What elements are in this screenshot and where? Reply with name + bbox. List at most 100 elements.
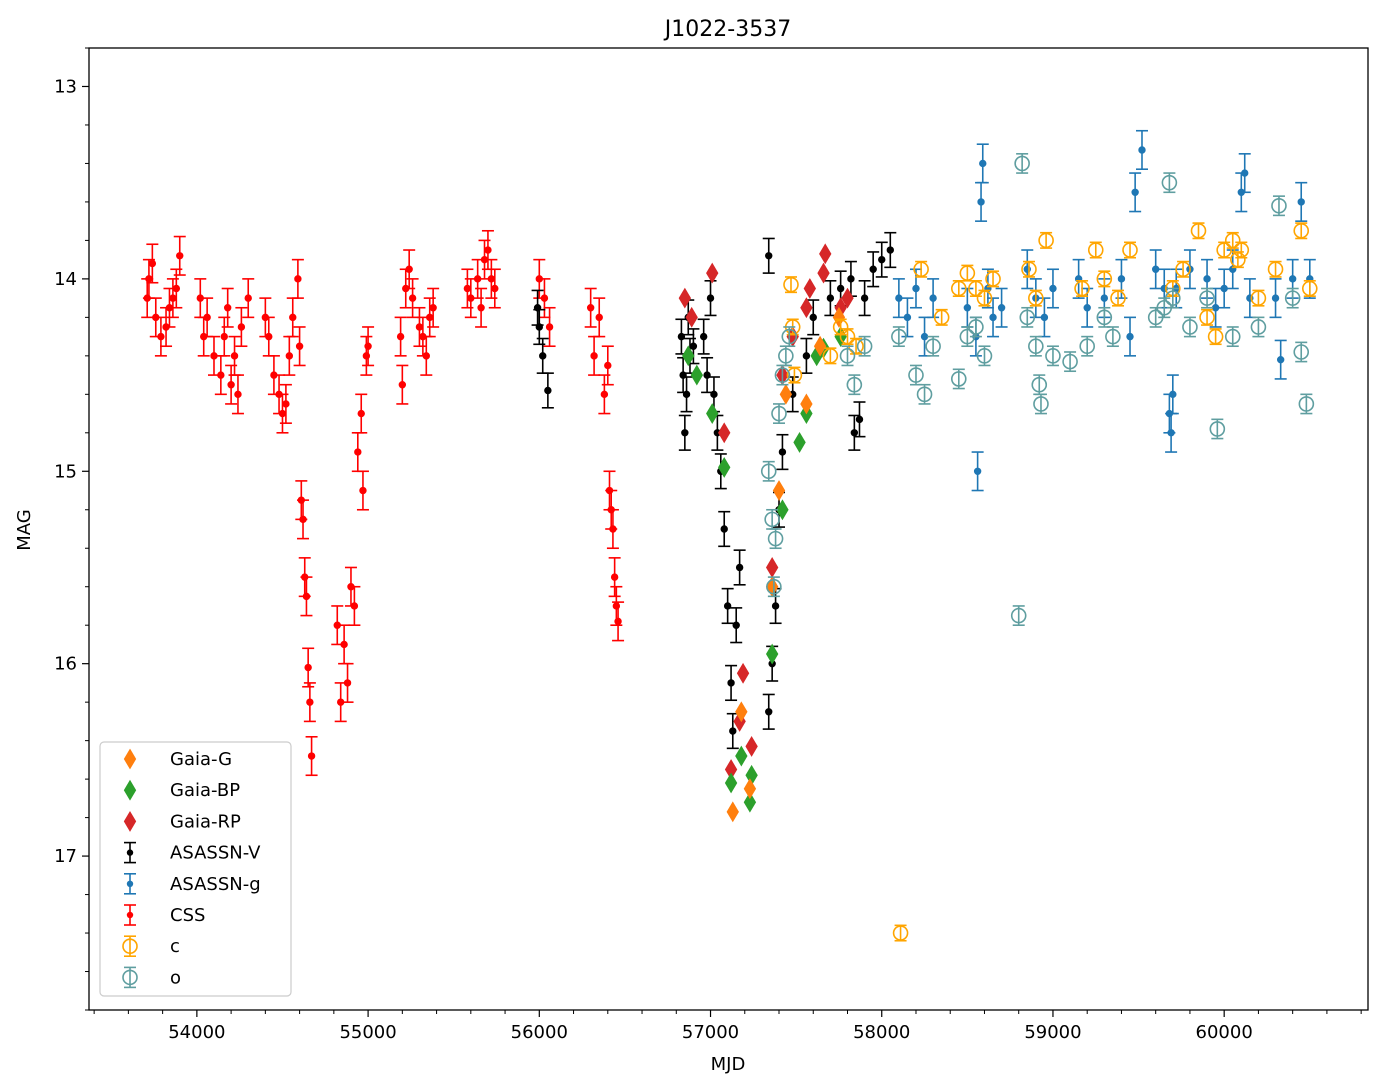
data-point <box>765 252 773 260</box>
data-point <box>690 364 704 386</box>
data-point <box>265 332 273 341</box>
series-c <box>783 222 1318 942</box>
data-point <box>396 332 405 341</box>
data-point <box>997 304 1006 312</box>
data-point <box>809 313 817 322</box>
data-point <box>895 294 903 302</box>
legend-item-c: c <box>122 935 180 957</box>
series-asassn-g <box>892 129 1316 492</box>
data-point <box>477 304 485 312</box>
data-point <box>800 393 813 415</box>
legend-item-css: CSS <box>124 904 205 926</box>
data-point <box>732 621 740 629</box>
data-point <box>340 640 348 649</box>
data-point <box>729 727 737 735</box>
data-point <box>1203 275 1211 283</box>
data-point <box>1297 198 1305 206</box>
data-point <box>682 345 695 367</box>
data-point <box>145 275 153 283</box>
series-css <box>141 229 625 777</box>
data-point <box>1230 251 1246 268</box>
data-point <box>836 284 845 293</box>
data-point <box>604 361 612 370</box>
data-point <box>422 352 430 360</box>
data-point <box>968 319 984 335</box>
data-point <box>1028 290 1044 306</box>
data-point <box>1250 290 1267 306</box>
data-point <box>295 342 304 350</box>
y-tick-label: 15 <box>54 461 77 482</box>
data-point <box>771 405 787 422</box>
data-point <box>237 323 246 331</box>
data-point <box>1224 232 1241 249</box>
data-point <box>1209 421 1226 437</box>
data-point <box>176 252 184 260</box>
data-point <box>1031 376 1048 393</box>
axis-ticks: 54000 55000 56000 57000 58000 59000 60000 13 14 1… <box>54 47 1362 1043</box>
legend-marker <box>126 849 134 856</box>
data-point <box>1182 319 1198 335</box>
data-point <box>484 246 492 254</box>
y-tick-label: 16 <box>54 654 77 675</box>
data-point <box>1293 222 1310 239</box>
data-point <box>463 284 472 293</box>
data-point <box>1293 344 1310 360</box>
data-point <box>244 294 252 302</box>
data-point <box>172 284 181 293</box>
data-point <box>720 525 728 533</box>
data-point <box>681 429 689 437</box>
data-point <box>1151 265 1160 273</box>
data-point <box>203 313 211 322</box>
data-point <box>855 415 864 424</box>
data-point <box>302 592 311 601</box>
data-point <box>487 275 496 283</box>
data-point <box>685 306 698 328</box>
legend-marker <box>126 911 134 919</box>
data-point <box>1250 319 1267 335</box>
data-point <box>535 323 544 331</box>
data-point <box>963 304 972 312</box>
data-point <box>610 573 619 581</box>
data-point <box>724 772 738 794</box>
data-point <box>1190 222 1207 239</box>
data-point <box>1074 280 1090 297</box>
data-point <box>590 352 598 360</box>
data-point <box>774 367 791 383</box>
data-point <box>766 578 782 595</box>
legend-label: o <box>170 967 181 988</box>
data-point <box>908 367 924 383</box>
data-point <box>343 679 352 687</box>
data-point <box>891 328 907 345</box>
chart-title: J1022-3537 <box>663 17 791 42</box>
data-point <box>802 352 811 360</box>
data-point <box>586 304 595 312</box>
data-point <box>743 791 757 813</box>
series-asassn-v <box>531 231 897 750</box>
data-point <box>745 735 758 757</box>
data-point <box>979 159 987 168</box>
data-point <box>1233 242 1250 258</box>
data-point <box>912 284 920 293</box>
data-point <box>350 602 359 610</box>
data-point <box>765 708 773 716</box>
data-point <box>1040 313 1049 322</box>
data-point <box>800 297 813 319</box>
data-point <box>779 383 793 405</box>
data-point <box>1167 429 1175 437</box>
legend-marker <box>122 938 138 955</box>
data-point <box>1062 353 1078 370</box>
data-point <box>234 390 242 399</box>
data-point <box>1100 294 1109 302</box>
data-point <box>1014 155 1030 172</box>
data-point <box>1288 275 1297 283</box>
data-point <box>429 304 437 312</box>
data-point <box>950 280 967 297</box>
data-point <box>217 371 225 379</box>
legend-item-gaia-bp: Gaia-BP <box>123 779 240 801</box>
data-point <box>1131 188 1139 197</box>
legend-item-asassn-v: ASASSN-V <box>124 841 261 864</box>
data-point <box>793 431 806 453</box>
data-point <box>976 348 993 364</box>
data-point <box>973 467 982 475</box>
data-point <box>765 643 779 665</box>
